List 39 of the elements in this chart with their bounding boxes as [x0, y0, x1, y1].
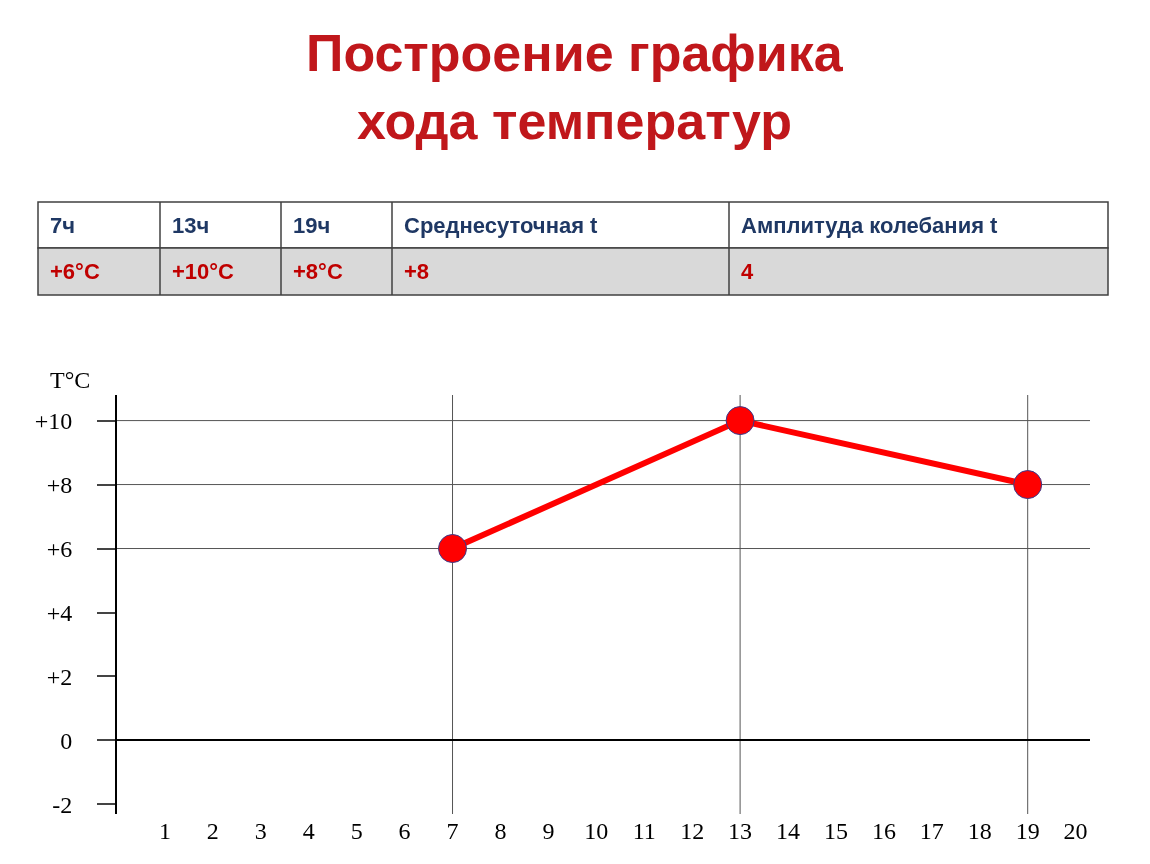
x-tick-label: 14	[776, 818, 801, 844]
text: 19ч	[293, 213, 331, 238]
x-tick-label: 8	[494, 818, 507, 844]
y-tick-label: 0	[60, 727, 73, 754]
text: 4	[741, 259, 754, 284]
y-axis-title: T°C	[50, 367, 91, 393]
text: 13ч	[172, 213, 210, 238]
x-tick-label: 1	[158, 818, 171, 844]
x-tick-label: 19	[1015, 818, 1040, 844]
x-tick-label: 11	[632, 818, 656, 844]
x-tick-label: 2	[206, 818, 219, 844]
x-tick-label: 12	[680, 818, 705, 844]
x-tick-label: 15	[823, 818, 848, 844]
x-tick-label: 6	[398, 818, 411, 844]
text: Среднесуточная t	[404, 213, 599, 238]
text: 7ч	[50, 213, 76, 238]
x-tick-label: 9	[542, 818, 555, 844]
y-tick-label: +2	[46, 663, 73, 690]
y-tick-label: -2	[52, 791, 73, 818]
y-tick-label: +4	[46, 599, 73, 626]
x-tick-label: 3	[254, 818, 267, 844]
x-tick-label: 4	[302, 818, 315, 844]
text: +10°C	[172, 259, 235, 284]
x-tick-label: 20	[1063, 818, 1088, 844]
chart-title: Построение графика хода температур	[306, 24, 844, 150]
x-tick-label: 17	[919, 818, 944, 844]
x-tick-label: 13	[728, 818, 753, 844]
x-tick-label: 10	[584, 818, 609, 844]
text: +6°C	[50, 259, 100, 284]
y-tick-label: +8	[46, 471, 73, 498]
y-tick-label: +6	[46, 535, 73, 562]
x-tick-label: 18	[967, 818, 992, 844]
x-tick-label: 7	[446, 818, 459, 844]
text: Амплитуда колебания t	[741, 213, 999, 238]
text: +8°C	[293, 259, 343, 284]
x-tick-label: 16	[871, 818, 896, 844]
x-tick-label: 5	[350, 818, 363, 844]
text: +8	[404, 259, 430, 284]
y-tick-label: +10	[34, 407, 73, 434]
